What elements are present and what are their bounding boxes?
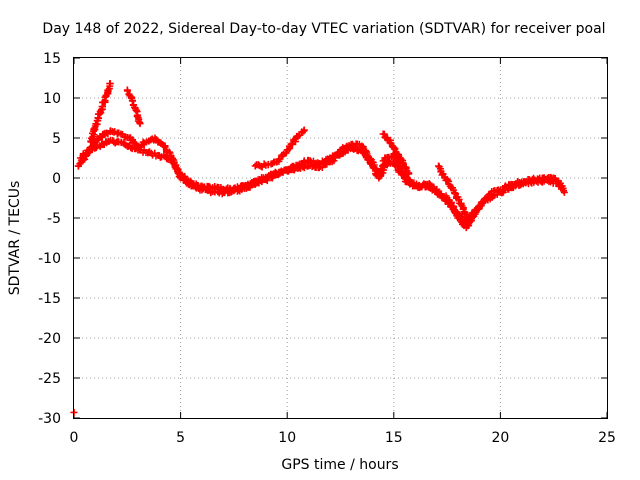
plot-frame (73, 57, 608, 419)
data-point (443, 176, 451, 184)
data-point (170, 158, 178, 166)
data-point (298, 128, 306, 136)
data-point (134, 117, 142, 125)
data-point (131, 140, 139, 148)
x-tick-label: 15 (385, 430, 403, 446)
y-tick-label: -20 (38, 331, 61, 347)
data-point (165, 148, 173, 156)
series-track-e (251, 126, 308, 171)
y-tick-label: 10 (43, 91, 61, 107)
data-point (399, 159, 407, 167)
y-tick-label: 15 (43, 51, 61, 67)
series-track-b (76, 127, 568, 232)
y-axis-label: SDTVAR / TECUs (7, 181, 23, 296)
y-tick-label: 5 (52, 131, 61, 147)
data-point (169, 155, 177, 163)
axis-layer: 0 5 10 15 20 25 15 10 5 0 -5 -10 -15 -20 -25 -30 (38, 51, 616, 446)
series-track-a (74, 136, 566, 227)
data-point (124, 87, 132, 95)
data-point (106, 80, 114, 88)
data-point (559, 187, 567, 195)
y-tick-label: -25 (38, 371, 61, 387)
data-point (404, 177, 412, 185)
data-point (365, 155, 373, 163)
data-point (318, 163, 326, 171)
data-point (106, 127, 114, 135)
data-point (140, 139, 148, 147)
data-point (139, 138, 147, 146)
data-point (464, 218, 472, 226)
data-point (300, 127, 308, 135)
data-point (227, 188, 235, 196)
data-point (443, 197, 451, 205)
series-track-c (87, 80, 114, 146)
data-point (115, 129, 123, 137)
x-tick-label: 10 (278, 430, 296, 446)
data-point (136, 118, 144, 126)
x-tick-label: 25 (598, 430, 616, 446)
data-layer (70, 80, 568, 416)
data-point (448, 184, 456, 192)
data-point (90, 125, 98, 133)
series-track-g (435, 162, 472, 226)
data-point (405, 169, 413, 177)
grid-layer (74, 58, 607, 418)
data-point (128, 97, 136, 105)
data-point (397, 155, 405, 163)
data-point (371, 164, 379, 172)
y-tick-label: -15 (38, 291, 61, 307)
y-tick-label: 0 (52, 171, 61, 187)
x-tick-label: 20 (491, 430, 509, 446)
series-track-d (123, 86, 144, 128)
y-tick-label: -10 (38, 251, 61, 267)
series-track-f (379, 130, 413, 178)
data-point (202, 186, 210, 194)
x-tick-label: 5 (176, 430, 185, 446)
data-point (91, 124, 99, 132)
x-tick-label: 0 (70, 430, 79, 446)
data-point (433, 185, 441, 193)
data-point (281, 166, 289, 174)
y-tick-label: -5 (47, 211, 61, 227)
y-tick-label: -30 (38, 411, 61, 427)
data-point (161, 143, 169, 151)
data-point (457, 199, 465, 207)
data-point (509, 184, 517, 192)
x-axis-label: GPS time / hours (281, 457, 398, 473)
chart-title: Day 148 of 2022, Sidereal Day-to-day VTE… (42, 21, 605, 37)
